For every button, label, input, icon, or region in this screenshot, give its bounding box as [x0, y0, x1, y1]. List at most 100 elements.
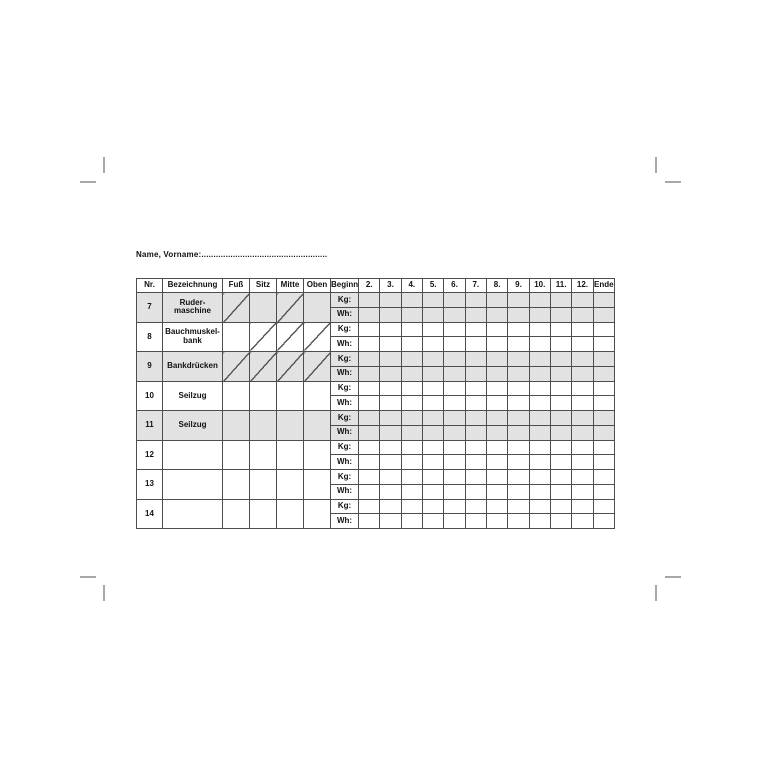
entry-cell	[421, 380, 445, 397]
entry-cell	[421, 351, 445, 367]
exercise-name-line: Bankdrücken	[167, 361, 218, 371]
exercise-name-line: Seilzug	[178, 420, 207, 430]
entry-cell	[507, 351, 530, 367]
column-header: Fuß	[222, 278, 250, 293]
entry-cell	[379, 498, 402, 515]
entry-cell	[421, 306, 445, 323]
entry-cell	[357, 483, 381, 500]
position-cell	[303, 380, 331, 411]
kg-label-cell: Kg:	[330, 292, 359, 308]
exercise-row: 14 Kg:	[136, 498, 615, 529]
entry-cell	[379, 306, 402, 323]
entry-cell	[464, 454, 487, 470]
entry-cell	[379, 424, 402, 441]
entry-cell	[379, 439, 402, 456]
entry-cell	[549, 454, 573, 470]
column-header: 11.	[549, 278, 573, 293]
wh-label-cell: Wh:	[330, 424, 359, 441]
name-label: Name, Vorname:	[136, 250, 202, 259]
exercise-subrow: Wh:	[137, 513, 615, 529]
column-header: Sitz	[249, 278, 277, 293]
entry-cell	[571, 483, 594, 500]
entry-cell	[400, 483, 423, 500]
entry-cell	[400, 424, 423, 441]
position-cell	[303, 439, 331, 470]
entry-cell	[528, 439, 551, 456]
entry-cell	[421, 365, 445, 382]
entry-cell	[357, 365, 381, 382]
entry-cell	[357, 306, 381, 323]
entry-cell	[464, 380, 487, 397]
entry-cell	[549, 351, 573, 367]
entry-cell	[464, 424, 487, 441]
entry-cell	[379, 365, 402, 382]
entry-cell	[400, 351, 423, 367]
kg-label-cell: Kg:	[330, 351, 359, 367]
position-cell	[222, 321, 250, 352]
entry-cell	[485, 454, 509, 470]
entry-cell	[443, 306, 466, 323]
position-cell	[249, 380, 277, 411]
column-header: 3.	[379, 278, 402, 293]
exercise-name-cell: Bauchmuskel-bank	[162, 321, 223, 352]
entry-cell	[464, 351, 487, 367]
entry-cell	[379, 395, 402, 411]
entry-cell	[571, 306, 594, 323]
entry-cell	[400, 513, 423, 529]
entry-cell	[528, 498, 551, 515]
entry-cell	[464, 365, 487, 382]
entry-cell	[421, 424, 445, 441]
entry-cell	[379, 513, 402, 529]
wh-label-cell: Wh:	[330, 454, 359, 470]
position-cell	[249, 439, 277, 470]
column-header: 10.	[528, 278, 551, 293]
entry-cell	[379, 292, 402, 308]
column-header: Nr.	[136, 278, 163, 293]
entry-cell	[485, 321, 509, 338]
training-table: Nr. Bezeichnung Fuß Sitz Mitte Oben Beginn 2. 3.…	[136, 278, 615, 529]
header-row: Nr. Bezeichnung Fuß Sitz Mitte Oben Beginn 2. 3.…	[136, 278, 615, 293]
entry-cell	[443, 351, 466, 367]
entry-cell	[464, 321, 487, 338]
entry-cell	[549, 469, 573, 485]
entry-cell	[485, 410, 509, 426]
entry-cell	[571, 351, 594, 367]
entry-cell	[443, 424, 466, 441]
entry-cell	[464, 336, 487, 352]
table-head: Nr. Bezeichnung Fuß Sitz Mitte Oben Beginn 2. 3.…	[136, 278, 615, 293]
position-cell	[249, 410, 277, 441]
entry-cell	[507, 380, 530, 397]
row-number-cell: 12	[136, 439, 163, 470]
entry-cell	[485, 380, 509, 397]
entry-cell	[571, 439, 594, 456]
entry-cell	[592, 380, 615, 397]
entry-cell	[528, 469, 551, 485]
entry-cell	[400, 439, 423, 456]
entry-cell	[443, 336, 466, 352]
entry-cell	[528, 454, 551, 470]
entry-cell	[421, 336, 445, 352]
entry-cell	[464, 498, 487, 515]
entry-cell	[571, 365, 594, 382]
entry-cell	[400, 292, 423, 308]
entry-cell	[357, 380, 381, 397]
entry-cell	[379, 380, 402, 397]
entry-cell	[421, 454, 445, 470]
entry-cell	[443, 410, 466, 426]
exercise-row: 13 Kg:	[136, 469, 615, 500]
column-header: 12.	[571, 278, 594, 293]
entry-cell	[400, 336, 423, 352]
entry-cell	[592, 365, 615, 382]
entry-cell	[592, 410, 615, 426]
entry-cell	[592, 424, 615, 441]
entry-cell	[443, 483, 466, 500]
entry-cell	[528, 321, 551, 338]
column-header: 8.	[485, 278, 509, 293]
entry-cell	[443, 365, 466, 382]
entry-cell	[528, 395, 551, 411]
entry-cell	[357, 424, 381, 441]
position-cell	[303, 410, 331, 441]
exercise-row: 8 Bauchmuskel-bank Kg:	[136, 321, 615, 352]
position-cell	[249, 321, 277, 352]
column-header: 4.	[400, 278, 423, 293]
